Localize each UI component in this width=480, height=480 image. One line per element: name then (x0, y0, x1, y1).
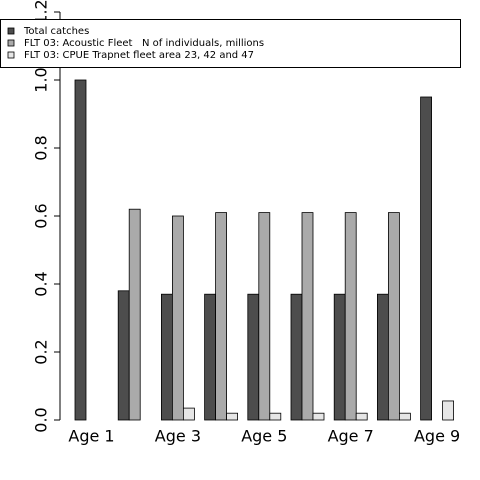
bar (182, 407, 195, 421)
legend-label: Total catches (23, 26, 89, 37)
legend-label: FLT 03: CPUE Trapnet fleet area 23, 42 a… (24, 50, 254, 61)
bar (442, 400, 455, 421)
bar (215, 212, 228, 421)
bar (376, 293, 389, 421)
legend-box (0, 19, 461, 68)
legend-swatch (7, 51, 15, 59)
bar (74, 79, 87, 421)
bar (312, 412, 325, 421)
y-tick-label: 0.6 (32, 203, 51, 228)
y-tick-label: 0.0 (32, 407, 51, 432)
legend-swatch (7, 39, 15, 47)
y-tick-label: 0.2 (32, 339, 51, 364)
bar (258, 212, 271, 421)
bar (420, 96, 433, 421)
x-tick-label: Age 9 (414, 427, 460, 446)
x-tick-label: Age 3 (155, 427, 201, 446)
y-tick-label: 0.4 (32, 271, 51, 296)
y-tick-label: 1.0 (32, 67, 51, 92)
x-tick-label: Age 5 (241, 427, 287, 446)
bar (247, 293, 260, 421)
bar (301, 212, 314, 421)
y-tick-label: 0.8 (32, 135, 51, 160)
x-tick-label: Age 7 (328, 427, 374, 446)
bar (387, 212, 400, 421)
bar (171, 215, 184, 421)
y-tick-label: 1.2 (32, 0, 51, 25)
bar (290, 293, 303, 421)
bar (128, 208, 141, 421)
bar (226, 412, 239, 421)
bar (344, 212, 357, 421)
legend-swatch (7, 27, 15, 35)
x-tick-label: Age 1 (68, 427, 114, 446)
bar (333, 293, 346, 421)
bar (204, 293, 217, 421)
bar (355, 412, 368, 421)
bar (269, 412, 282, 421)
bar (117, 290, 130, 421)
legend-label: FLT 03: Acoustic Fleet N of individuals,… (24, 38, 264, 49)
bar (398, 412, 411, 421)
bar (160, 293, 173, 421)
